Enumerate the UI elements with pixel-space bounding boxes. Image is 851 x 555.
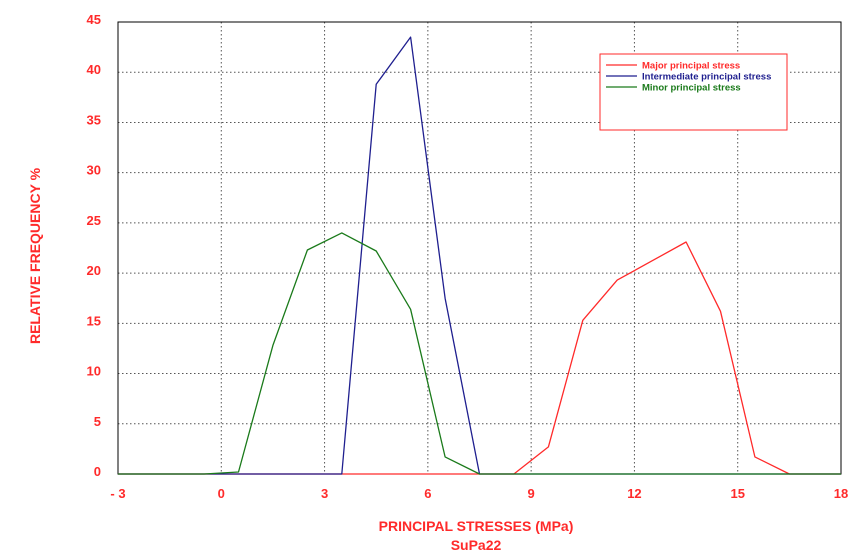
y-tick-label: 0: [94, 464, 101, 479]
y-tick-label: 10: [87, 364, 101, 379]
legend-label: Major principal stress: [642, 61, 740, 72]
grid: [118, 22, 841, 474]
y-tick-label: 5: [94, 414, 101, 429]
y-tick-label: 25: [87, 213, 101, 228]
y-tick-label: 20: [87, 263, 101, 278]
y-axis-title: RELATIVE FREQUENCY %: [27, 167, 43, 344]
x-tick-label: 0: [218, 486, 225, 501]
chart-subtitle: SuPa22: [451, 537, 502, 553]
y-tick-label: 30: [87, 163, 101, 178]
y-tick-label: 40: [87, 62, 101, 77]
x-tick-label: 9: [528, 486, 535, 501]
legend-label: Minor principal stress: [642, 83, 741, 94]
legend-box: [599, 53, 788, 131]
x-axis-title: PRINCIPAL STRESSES (MPa): [379, 518, 574, 534]
series-group: [118, 36, 841, 475]
y-tick-label: 45: [87, 12, 101, 27]
x-tick-label: 15: [730, 486, 744, 501]
y-tick-label: 15: [87, 313, 101, 328]
series-line-3: [118, 232, 841, 475]
x-tick-label: 3: [321, 486, 328, 501]
x-tick-labels: - 3 0 3 6 9 12 15 18: [110, 486, 848, 501]
y-tick-label: 35: [87, 112, 101, 127]
series-line-1: [118, 241, 841, 475]
legend-label: Intermediate principal stress: [642, 72, 771, 83]
x-tick-label: 18: [834, 486, 848, 501]
x-tick-label: - 3: [110, 486, 125, 501]
x-tick-label: 12: [627, 486, 641, 501]
y-tick-labels: 0 5 10 15 20 25 30 35 40 45: [87, 12, 101, 479]
x-tick-label: 6: [424, 486, 431, 501]
